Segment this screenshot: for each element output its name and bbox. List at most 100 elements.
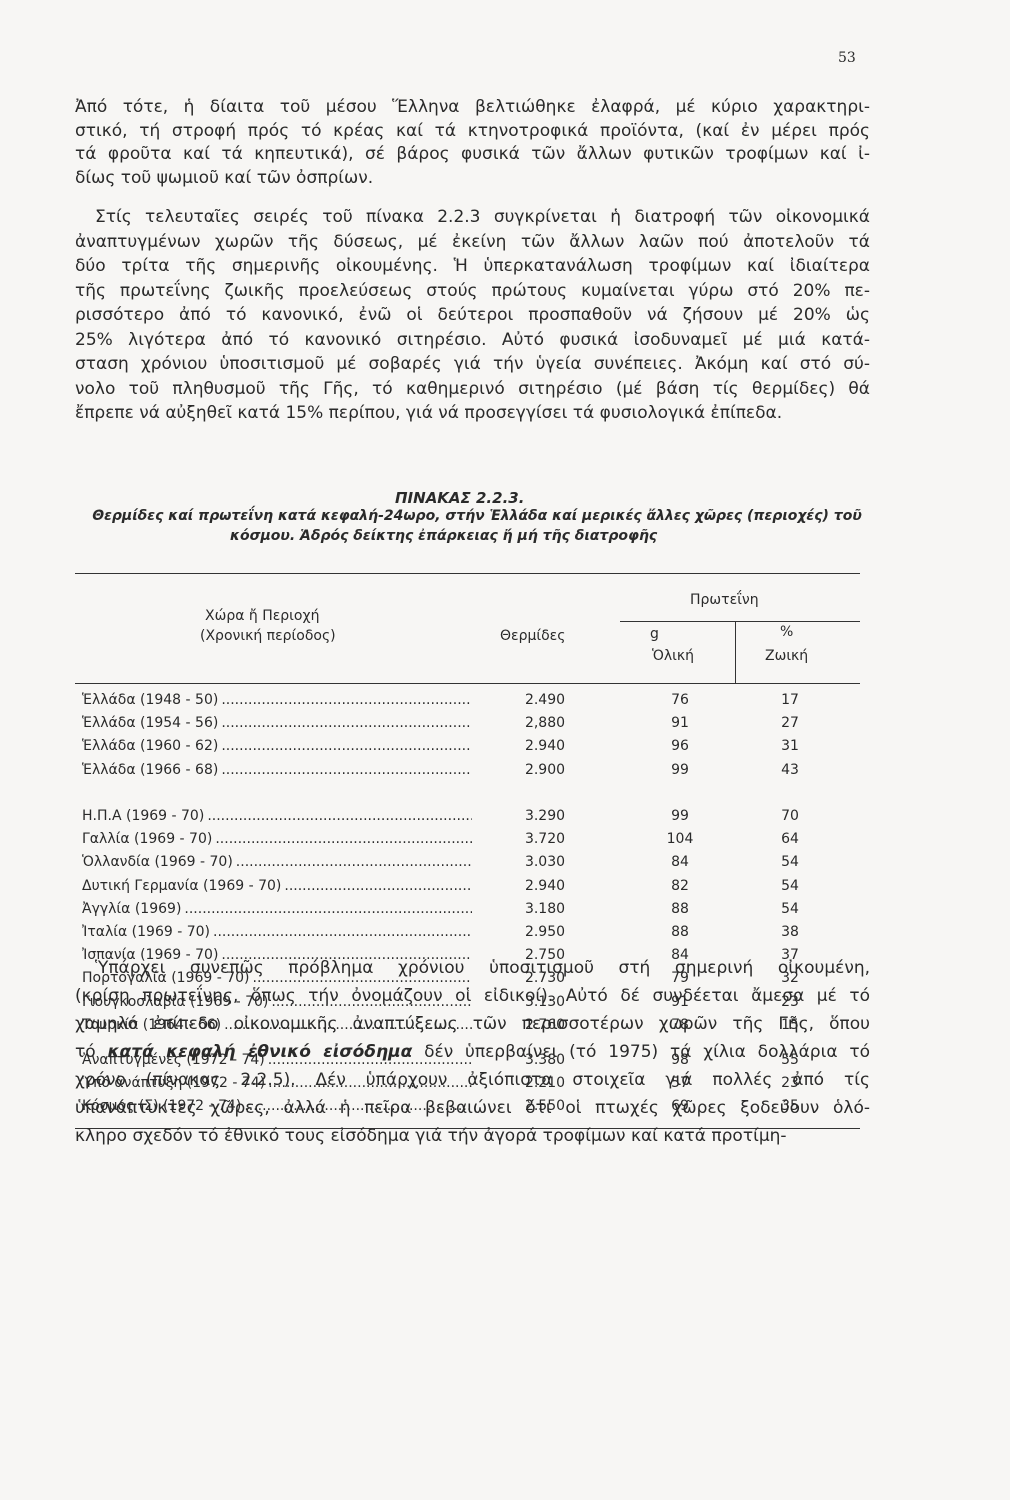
- dot-leader: ........................................…: [207, 808, 472, 824]
- table-cell: 54: [781, 877, 799, 894]
- text-line: Στίς τελευταῖες σειρές τοῦ πίνακα 2.2.3 …: [95, 207, 870, 227]
- country: Πορτογαλία (1969 - 70): [82, 970, 250, 987]
- header: (Χρονική περίοδος): [200, 628, 336, 644]
- table-cell: 96: [671, 738, 689, 755]
- text-line: (κρίση πρωτεΐνης, ὅπως τήν ὀνομάζουν οἱ …: [75, 986, 870, 1006]
- dot-leader: ........................................…: [271, 993, 472, 1010]
- table-cell: 57: [671, 1075, 689, 1092]
- table-cell: 2.940: [524, 877, 566, 894]
- table-cell: 54: [781, 854, 799, 871]
- table-cell: 99: [671, 761, 689, 778]
- table-cell: 3.030: [524, 854, 566, 871]
- dot-leader: ........................................…: [221, 738, 472, 755]
- table-cell: 104: [666, 831, 694, 848]
- table-cell: 37: [781, 947, 799, 964]
- header: Πρωτεΐνη: [690, 592, 759, 608]
- dot-leader: ........................................…: [221, 761, 472, 778]
- country: Ἰταλία (1969 - 70): [82, 924, 210, 940]
- country: Ἑλλάδα (1960 - 62): [82, 738, 219, 755]
- table-cell: 91: [671, 715, 689, 732]
- table-cell: 82: [671, 877, 689, 894]
- dot-leader: ........................................…: [221, 715, 472, 732]
- table-cell: 27: [781, 715, 799, 732]
- country: Ἰσπανία (1969 - 70): [82, 947, 219, 964]
- dot-leader: ........................................…: [267, 1052, 472, 1068]
- row-label: Ἑλλάδα (1948 - 50)......................…: [82, 692, 472, 708]
- page-number: 53: [838, 50, 856, 66]
- table-cell: 78: [671, 1016, 689, 1033]
- header-divider: [735, 621, 736, 683]
- text-line: ἀναπτυγμένων χωρῶν τῆς δύσεως, μέ ἐκείνη…: [75, 231, 870, 252]
- table-cell: 3.130: [524, 993, 566, 1010]
- table-cell: 3.720: [524, 831, 566, 848]
- table-cell: 91: [671, 993, 689, 1010]
- row-label: Η.Π.Α (1969 - 70).......................…: [82, 808, 472, 824]
- text: τό: [75, 1042, 96, 1062]
- table-cell: 98: [671, 1052, 689, 1068]
- dot-leader: ........................................…: [284, 877, 472, 894]
- country: Ὁλλανδία (1969 - 70): [82, 854, 233, 871]
- dot-leader: ........................................…: [213, 924, 472, 940]
- text-line: ρισσότερο ἀπό τό κανονικό, ἐνῶ οἱ δεύτερ…: [75, 305, 870, 325]
- country: Ἑλλάδα (1948 - 50): [82, 692, 219, 708]
- table-cell: 23: [781, 993, 799, 1010]
- table-cell: 15: [781, 1016, 799, 1033]
- text-line: δίως τοῦ ψωμιοῦ καί τῶν ὀσπρίων.: [75, 167, 374, 188]
- header: Θερμίδες: [500, 628, 566, 644]
- table-cell: 2.950: [524, 924, 566, 940]
- table-cell: 79: [671, 970, 689, 987]
- text-line: 25% λιγότερα ἀπό τό κανονικό σιτηρέσιο. …: [75, 329, 870, 350]
- country: Δυτική Γερμανία (1969 - 70): [82, 877, 282, 894]
- table-cell: 2.940: [524, 738, 566, 755]
- row-label: Τουρκία (1964 - 66).....................…: [82, 1017, 472, 1033]
- table-cell: 2.550: [524, 1098, 566, 1115]
- header: %: [780, 624, 794, 640]
- table-cell: 88: [671, 900, 689, 917]
- table-cell: 55: [781, 1052, 799, 1068]
- country: Ὑπό ἀνάπτυξη (1972 - 74): [82, 1075, 266, 1092]
- row-label: Πορτογαλία (1969 - 70)..................…: [82, 970, 472, 986]
- text: δέν ὑπερβαίνει (τό 1975) τά χίλια δολλάρ…: [424, 1042, 871, 1062]
- table-cell: 84: [671, 947, 689, 964]
- text-line: τά φροῦτα καί τά κηπευτικά), σέ βάρος φυ…: [75, 144, 870, 164]
- text-line: ὑπανάπτυκτες χῶρες, ἀλλά ἡ πεῖρα βεβαιών…: [75, 1098, 870, 1118]
- country: Ἑλλάδα (1966 - 68): [82, 761, 219, 778]
- row-label: Ὑπό ἀνάπτυξη (1972 - 74)................…: [82, 1075, 472, 1091]
- text-line: κληρο σχεδόν τό ἐθνικό τους εἰσόδημα γιά…: [75, 1126, 787, 1146]
- table-cell: 43: [781, 761, 799, 778]
- dot-leader: ........................................…: [221, 692, 472, 708]
- row-label: Ἑλλάδα (1966 - 68)......................…: [82, 762, 472, 778]
- header: Ὁλική: [652, 648, 695, 664]
- country: Γιουγκοσλαβία (1969 - 70): [82, 993, 269, 1010]
- table-cell: 35: [781, 1098, 799, 1115]
- country: Γαλλία (1969 - 70): [82, 831, 213, 848]
- table-title: ΠΙΝΑΚΑΣ 2.2.3.: [395, 489, 525, 507]
- table-caption: κόσμου. Ἁδρός δείκτης ἐπάρκειας ἤ μή τῆς…: [230, 528, 658, 544]
- table-cell: 2.210: [524, 1075, 566, 1092]
- header-rule: [620, 621, 860, 622]
- table-cell: 32: [781, 970, 799, 987]
- header: Χώρα ἤ Περιοχή: [205, 608, 320, 624]
- text-line: τῆς πρωτεΐνης ζωικῆς προελεύσεως στούς π…: [75, 280, 870, 301]
- country: Ἑλλάδα (1954 - 56): [82, 715, 219, 732]
- table-cell: 3.380: [524, 1052, 566, 1068]
- country: Ἀγγλία (1969): [82, 900, 182, 917]
- text-line: τό κατά κεφαλή ἐθνικό εἰσόδημα δέν ὑπερβ…: [75, 1042, 870, 1062]
- table-cell: 3.290: [524, 808, 566, 824]
- dot-leader: ........................................…: [252, 970, 472, 987]
- table-cell: 2.760: [524, 1016, 566, 1033]
- table-cell: 76: [671, 692, 689, 708]
- header-bottom-rule: [75, 683, 860, 684]
- text-line: Ἀπό τότε, ἡ δίαιτα τοῦ μέσου Ἕλληνα βελτ…: [75, 97, 870, 117]
- text-line: νολο τοῦ πληθυσμοῦ τῆς Γῆς, τό καθημεριν…: [75, 378, 870, 399]
- text-line: χρόνο (πίνακας 2.2.5). Δέν ὑπάρχουν ἀξιό…: [75, 1070, 870, 1090]
- text-line: σταση χρόνιου ὑποσιτισμοῦ μέ σοβαρές γιά…: [75, 354, 870, 374]
- table-cell: 88: [671, 924, 689, 940]
- text-line: στικό, τή στροφή πρός τό κρέας καί τά κτ…: [75, 120, 870, 141]
- row-label: Ἀγγλία (1969)...........................…: [82, 901, 472, 917]
- table-cell: 17: [781, 692, 799, 708]
- dot-leader: ........................................…: [221, 947, 472, 964]
- row-label: Ἑλλάδα (1960 - 62)......................…: [82, 738, 472, 754]
- table-cell: 31: [781, 738, 799, 755]
- table-cell: 2.730: [524, 970, 566, 987]
